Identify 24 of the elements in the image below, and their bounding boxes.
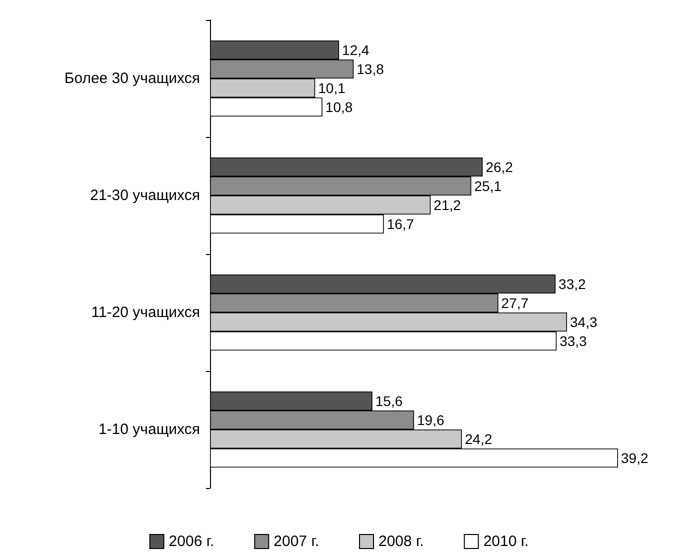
- data-label: 12,4: [342, 42, 370, 58]
- data-label: 10,8: [325, 99, 353, 115]
- data-label: 15,6: [375, 393, 403, 409]
- data-label: 19,6: [417, 412, 444, 428]
- data-label: 10,1: [318, 80, 346, 96]
- data-label: 33,2: [558, 276, 586, 292]
- y-tick-label: 11-20 учащихся: [91, 304, 200, 321]
- legend-label: 2006 г.: [168, 533, 214, 550]
- data-label: 25,1: [474, 178, 502, 194]
- data-label: 27,7: [501, 295, 529, 311]
- data-label: 26,2: [486, 159, 514, 175]
- legend-label: 2010 г.: [483, 533, 529, 550]
- data-label: 39,2: [621, 450, 648, 466]
- data-label: 24,2: [464, 431, 492, 447]
- data-label: 33,3: [560, 333, 588, 349]
- legend-label: 2008 г.: [378, 533, 424, 550]
- y-tick-label: Более 30 учащихся: [64, 70, 200, 87]
- y-tick-label: 21-30 учащихся: [90, 187, 200, 204]
- y-tick-label: 1-10 учащихся: [98, 421, 200, 438]
- data-label: 21,2: [434, 197, 462, 213]
- data-label: 34,3: [570, 314, 598, 330]
- data-label: 13,8: [356, 61, 384, 77]
- data-label: 16,7: [386, 216, 414, 232]
- legend-label: 2007 г.: [274, 533, 320, 550]
